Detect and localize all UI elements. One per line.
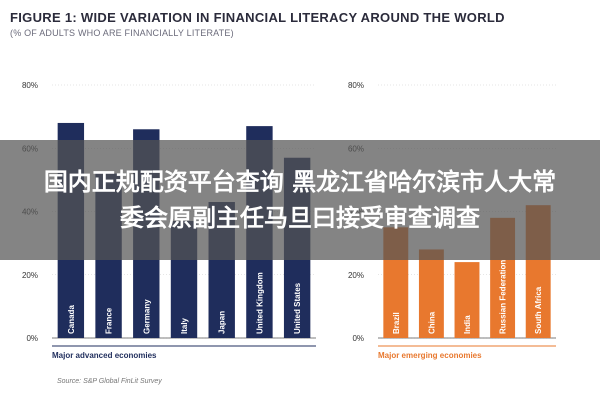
bar-category-label: Russian Federation	[499, 260, 508, 334]
bar-category-label: United Kingdom	[255, 272, 264, 334]
figure-subtitle: (% OF ADULTS WHO ARE FINANCIALLY LITERAT…	[10, 28, 234, 38]
y-tick-label: 80%	[348, 81, 364, 90]
overlay-headline-line-1: 国内正规配资平台查询 黑龙江省哈尔滨市人大常	[43, 168, 557, 196]
bar	[454, 262, 480, 338]
bar-category-label: South Africa	[534, 286, 543, 334]
bar	[418, 249, 444, 338]
source-note: Source: S&P Global FinLit Survey	[57, 378, 162, 385]
bar-category-label: Germany	[142, 299, 151, 334]
overlay-headline-line-2: 委会原副主任马旦曰接受审查调查	[120, 204, 480, 232]
y-tick-label: 80%	[22, 81, 38, 90]
bar-category-label: Canada	[67, 305, 76, 334]
group-label: Major emerging economies	[378, 351, 482, 360]
bar-category-label: France	[105, 307, 114, 334]
bar-category-label: United States	[293, 282, 302, 334]
bar-category-label: Japan	[218, 311, 227, 334]
y-tick-label: 20%	[22, 271, 38, 280]
y-tick-label: 0%	[26, 334, 38, 343]
bar-category-label: China	[427, 311, 436, 334]
bar-category-label: Brazil	[392, 312, 401, 334]
y-tick-label: 20%	[348, 271, 364, 280]
figure-title: FIGURE 1: WIDE VARIATION IN FINANCIAL LI…	[10, 10, 505, 25]
bar-category-label: Italy	[180, 317, 189, 334]
y-tick-label: 0%	[352, 334, 364, 343]
group-label: Major advanced economies	[52, 351, 157, 360]
bar-category-label: India	[463, 315, 472, 334]
overlay-banner: 国内正规配资平台查询 黑龙江省哈尔滨市人大常 委会原副主任马旦曰接受审查调查	[0, 140, 600, 260]
